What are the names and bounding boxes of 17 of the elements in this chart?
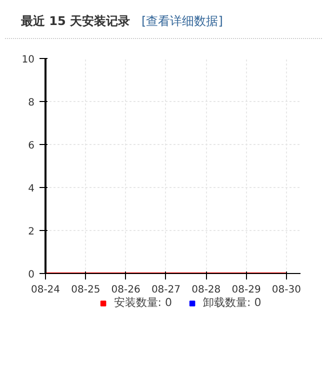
y-tick-label: 6 (28, 140, 35, 152)
y-tick-label: 8 (28, 98, 35, 108)
x-tick-label: 08-24 (30, 284, 60, 296)
y-tick-label: 0 (28, 270, 35, 280)
x-tick-label: 08-27 (151, 284, 181, 296)
x-tick-label: 08-30 (272, 284, 301, 296)
x-tick-label: 08-28 (192, 284, 221, 296)
x-tick-label: 08-26 (111, 284, 140, 296)
legend-label: 卸载数量: 0 (203, 295, 262, 310)
chart-subtitle: [查看详细数据] (142, 14, 223, 28)
x-tick-label: 08-29 (232, 284, 261, 296)
chart-title: 最近 15 天安装记录 (21, 14, 130, 28)
y-tick-label: 4 (28, 184, 35, 194)
y-tick-label: 2 (28, 226, 35, 238)
legend-label: 安装数量: 0 (114, 295, 172, 310)
y-tick-label: 10 (22, 54, 35, 66)
x-tick-label: 08-25 (71, 284, 100, 296)
